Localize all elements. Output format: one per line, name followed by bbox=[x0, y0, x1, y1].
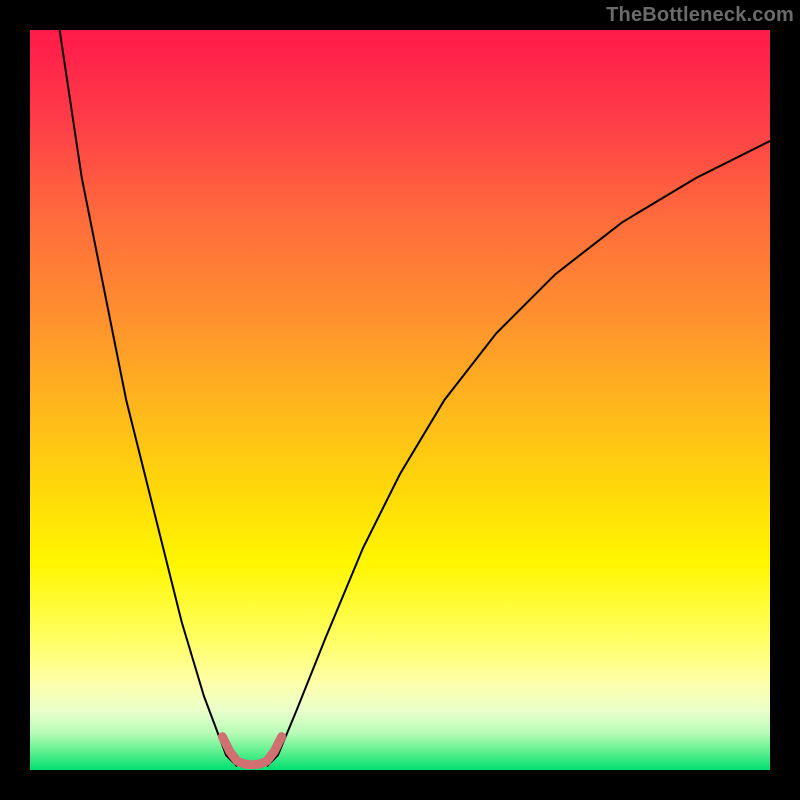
curve-left-branch bbox=[60, 30, 238, 766]
curve-layer bbox=[30, 30, 770, 770]
plot-area bbox=[30, 30, 770, 770]
watermark-text: TheBottleneck.com bbox=[606, 4, 794, 27]
curve-right-branch bbox=[267, 141, 770, 766]
marker-strip bbox=[222, 737, 281, 765]
